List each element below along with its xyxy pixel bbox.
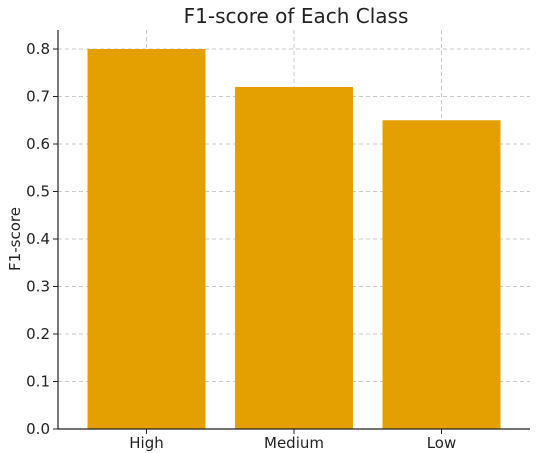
y-axis-label: F1-score <box>6 207 24 271</box>
x-tick-label-low: Low <box>427 434 457 452</box>
x-tick-label-high: High <box>129 434 163 452</box>
chart-title: F1-score of Each Class <box>184 4 409 28</box>
y-tick-label: 0.8 <box>26 40 50 58</box>
x-tick-label-medium: Medium <box>264 434 324 452</box>
tick-layer: 0.0 0.1 0.2 0.3 0.4 0.5 0.6 0.7 0.8 High Medium Low <box>26 40 456 452</box>
y-tick-label: 0.1 <box>26 373 50 391</box>
y-tick-label: 0.6 <box>26 135 50 153</box>
y-tick-label: 0.4 <box>26 230 50 248</box>
y-tick-label: 0.2 <box>26 325 50 343</box>
bar-low <box>382 120 501 429</box>
bars-layer <box>87 49 501 429</box>
y-tick-label: 0.7 <box>26 88 50 106</box>
y-tick-label: 0.3 <box>26 278 50 296</box>
y-tick-label: 0.5 <box>26 183 50 201</box>
bar-high <box>87 49 206 429</box>
bar-medium <box>235 87 353 429</box>
y-tick-label: 0.0 <box>26 420 50 438</box>
